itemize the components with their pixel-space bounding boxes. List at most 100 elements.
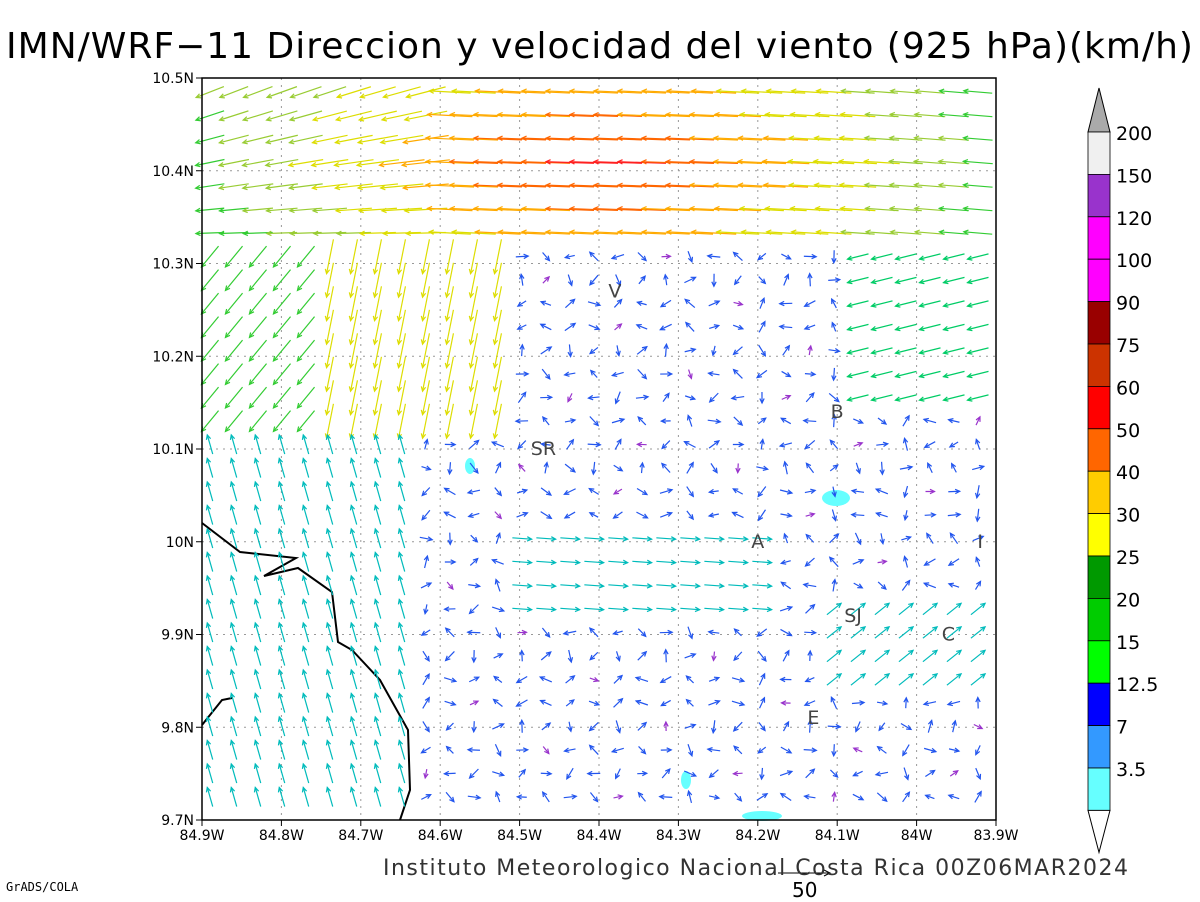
wind-vector: [664, 344, 668, 356]
wind-vector: [976, 439, 980, 449]
wind-vector: [230, 482, 236, 501]
wind-vector: [423, 651, 429, 661]
wind-vector: [446, 651, 455, 660]
wind-vector: [520, 720, 524, 732]
wind-vector: [871, 371, 892, 377]
wind-vector: [564, 489, 575, 495]
wind-vector: [517, 489, 527, 493]
wind-vector: [780, 443, 792, 447]
wind-vector: [664, 722, 668, 731]
wind-vector: [374, 505, 380, 524]
wind-vector: [206, 693, 212, 712]
wind-vector: [516, 748, 527, 752]
wind-vector: [422, 510, 430, 519]
wind-vector: [496, 463, 501, 474]
wind-vector: [405, 111, 447, 121]
wind-vector: [732, 396, 744, 400]
wind-vector: [206, 623, 212, 642]
wind-vector: [543, 252, 550, 260]
wind-vector: [448, 533, 452, 545]
wind-vector: [806, 393, 814, 402]
wind-vector: [871, 277, 892, 283]
wind-vector: [895, 348, 916, 354]
wind-vector: [854, 583, 863, 588]
wind-vector: [398, 717, 404, 736]
wind-vector: [660, 512, 672, 517]
wind-vector: [832, 744, 836, 756]
wind-vector: [967, 395, 988, 401]
wind-vector: [516, 419, 528, 423]
colorbar-label: 200: [1116, 123, 1152, 145]
wind-vector: [752, 607, 771, 611]
wind-vector: [542, 628, 549, 637]
wind-vector: [830, 770, 837, 777]
wind-vector: [680, 537, 699, 541]
wind-vector: [924, 583, 936, 588]
wind-vector: [350, 646, 356, 665]
wind-vector: [733, 325, 743, 329]
wind-vector: [967, 277, 988, 283]
wind-vector: [520, 274, 524, 285]
wind-vector: [808, 651, 812, 661]
wind-vector: [446, 628, 455, 637]
wind-vector: [712, 720, 716, 732]
wind-vector: [637, 771, 646, 775]
wind-vector: [424, 556, 428, 568]
wind-vector: [374, 646, 380, 665]
wind-vector: [950, 771, 958, 776]
wind-vector: [541, 652, 551, 660]
wind-vector: [590, 652, 598, 659]
wind-vector: [680, 607, 699, 611]
wind-vector: [398, 576, 404, 595]
wind-vector: [733, 512, 744, 517]
wind-vector: [492, 724, 503, 729]
wind-vector: [852, 701, 864, 705]
wind-vector: [688, 251, 692, 262]
wind-vector: [636, 700, 648, 705]
wind-vector: [904, 557, 908, 568]
wind-vector: [297, 270, 314, 291]
wind-vector: [733, 442, 743, 446]
wind-vector: [686, 323, 694, 332]
wind-vector: [374, 787, 380, 806]
wind-vector: [446, 792, 454, 801]
colorbar-label: 60: [1116, 377, 1140, 399]
wind-vector: [350, 787, 356, 806]
wind-vector: [688, 415, 692, 426]
station-label: SJ: [844, 605, 862, 627]
wind-vector: [781, 560, 790, 564]
wind-vector: [964, 89, 992, 93]
wind-vector: [254, 623, 260, 642]
wind-vector: [806, 605, 815, 614]
wind-vector: [949, 559, 959, 565]
wind-vector: [709, 630, 720, 634]
wind-vector: [565, 512, 575, 518]
colorbar-segment: [1088, 302, 1110, 344]
wind-vector: [516, 254, 528, 258]
wind-vector: [447, 747, 454, 754]
wind-vector: [350, 599, 356, 618]
wind-vector: [656, 560, 675, 564]
wind-vector: [709, 325, 719, 329]
wind-vector: [273, 340, 290, 361]
wind-vector: [326, 787, 332, 806]
wind-vector: [734, 301, 743, 305]
reference-vector-value: 50: [792, 878, 817, 902]
wind-vector: [712, 346, 716, 355]
wind-vector: [536, 607, 555, 611]
wind-vector: [781, 793, 791, 800]
wind-vector: [709, 677, 719, 681]
wind-vector: [948, 513, 960, 517]
wind-vector: [254, 505, 260, 524]
lat-tick-label: 10.2N: [152, 349, 194, 365]
wind-vector: [943, 277, 964, 283]
wind-vector: [904, 486, 908, 497]
wind-vector: [206, 787, 212, 806]
lon-tick-label: 84.6W: [418, 828, 463, 844]
wind-vector: [614, 512, 623, 518]
wind-vector: [708, 254, 721, 258]
wind-vector: [711, 463, 717, 472]
wind-vector: [687, 487, 694, 497]
wind-vector: [616, 345, 620, 355]
wind-vector: [687, 700, 694, 707]
